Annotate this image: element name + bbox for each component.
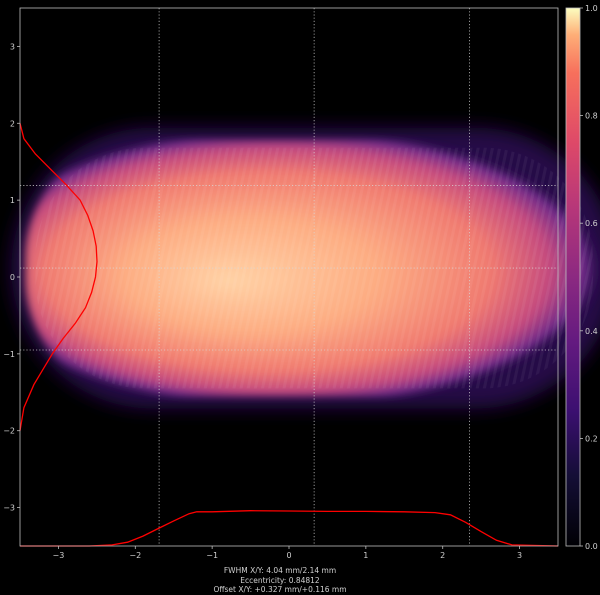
horizontal-profile-line — [20, 510, 559, 547]
y-tick-label: −1 — [3, 350, 15, 359]
colorbar-tick-label: 1.0 — [585, 4, 598, 13]
colorbar-tick-label: 0.2 — [585, 434, 598, 443]
y-axis-ticks: 3 2 1 0 −1 −2 −3 — [3, 42, 20, 513]
eccentricity-text: Eccentricity: 0.84812 — [240, 575, 320, 585]
y-tick-label: 3 — [10, 42, 15, 51]
intensity-profiles — [19, 123, 559, 547]
x-tick-label: 3 — [517, 551, 522, 560]
y-tick-label: −3 — [3, 504, 15, 513]
x-tick-label: −2 — [129, 551, 141, 560]
colorbar-tick-label: 0.6 — [585, 219, 598, 228]
colorbar-tick-label: 0.4 — [585, 327, 598, 336]
colorbar-ticks: 1.0 0.8 0.6 0.4 0.2 0.0 — [580, 4, 598, 551]
x-tick-label: 1 — [363, 551, 368, 560]
x-tick-label: −1 — [206, 551, 218, 560]
colorbar-tick-label: 0.0 — [585, 542, 598, 551]
colorbar-scale — [566, 8, 580, 546]
plot-area: −3 −2 −1 0 1 2 3 3 2 1 0 −1 −2 −3 — [3, 7, 600, 560]
beam-stats-caption: FWHM X/Y: 4.04 mm/2.14 mm Eccentricity: … — [0, 566, 560, 595]
x-tick-label: 2 — [440, 551, 445, 560]
x-tick-label: 0 — [286, 551, 291, 560]
vertical-profile-line — [19, 123, 98, 431]
x-tick-label: −3 — [53, 551, 65, 560]
colorbar-tick-label: 0.8 — [585, 112, 598, 121]
colorbar-frame — [565, 7, 581, 547]
y-tick-label: 0 — [10, 273, 15, 282]
y-tick-label: 1 — [10, 196, 15, 205]
fwhm-text: FWHM X/Y: 4.04 mm/2.14 mm — [223, 566, 337, 575]
offset-text: Offset X/Y: +0.327 mm/+0.116 mm — [213, 585, 347, 595]
y-tick-label: 2 — [10, 119, 15, 128]
guide-lines — [20, 8, 558, 546]
x-axis-ticks: −3 −2 −1 0 1 2 3 — [53, 546, 522, 560]
colorbar: 1.0 0.8 0.6 0.4 0.2 0.0 — [565, 4, 598, 551]
y-tick-label: −2 — [3, 427, 15, 436]
